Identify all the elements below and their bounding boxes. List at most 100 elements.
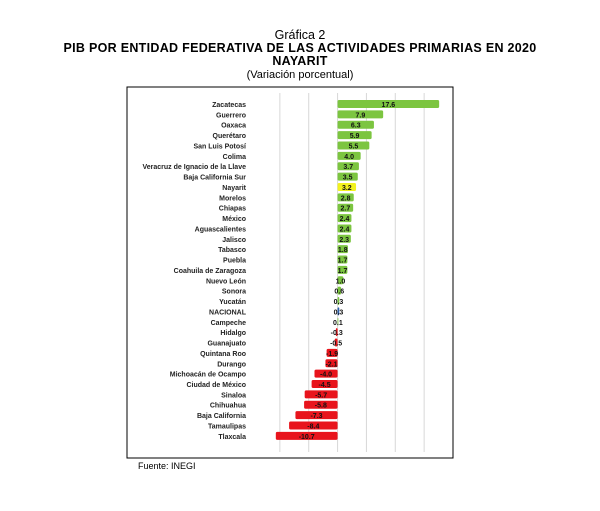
data-label: -5.7 — [315, 392, 327, 399]
category-label: Nuevo León — [206, 278, 246, 285]
data-label: 2.4 — [340, 226, 350, 233]
category-label: Michoacán de Ocampo — [170, 372, 246, 379]
data-label: 2.8 — [341, 195, 351, 202]
data-label: 0.3 — [334, 309, 344, 316]
bar — [337, 214, 352, 223]
category-label: Hidalgo — [220, 330, 246, 337]
chart-title: Gráfica 2 — [274, 28, 326, 42]
category-label: Puebla — [223, 258, 246, 265]
data-label: 1.8 — [338, 247, 348, 254]
category-label: Ciudad de México — [186, 382, 246, 389]
bar — [311, 379, 338, 388]
category-label: Campeche — [211, 320, 247, 327]
category-label: Jalisco — [222, 237, 246, 244]
bar — [337, 100, 440, 108]
category-label: Durango — [217, 361, 246, 368]
bar — [337, 297, 340, 306]
category-label: Yucatán — [219, 299, 246, 306]
category-label: Aguascalientes — [195, 226, 246, 233]
data-label: 1.7 — [338, 258, 348, 265]
data-label: -7.3 — [310, 413, 322, 420]
bar — [337, 151, 361, 160]
bar — [337, 276, 344, 285]
chart-frame — [126, 86, 454, 459]
category-label: Baja California — [197, 413, 246, 420]
bar — [337, 120, 374, 129]
data-label: 3.2 — [342, 185, 352, 192]
category-label: Tabasco — [218, 247, 246, 254]
bar — [335, 328, 338, 337]
bar — [337, 317, 339, 326]
category-label: Morelos — [219, 195, 246, 202]
data-label: 5.5 — [349, 143, 359, 150]
data-label: 3.5 — [343, 175, 353, 182]
bar — [337, 255, 348, 264]
data-label: 5.9 — [350, 133, 360, 140]
bar — [337, 307, 340, 316]
bar — [295, 411, 338, 420]
bar — [337, 141, 370, 150]
bar — [334, 338, 338, 347]
bar — [337, 162, 359, 171]
bar — [337, 172, 358, 181]
source-note: Fuente: INEGI — [138, 461, 196, 471]
category-label: Querétaro — [213, 133, 246, 140]
category-label: Quintana Roo — [200, 351, 246, 358]
data-label: 1.0 — [336, 278, 346, 285]
bar — [337, 234, 351, 243]
bar — [337, 286, 342, 295]
category-label: Tlaxcala — [218, 434, 246, 441]
chart-subtitle-state: NAYARIT — [272, 54, 328, 68]
data-label: -0.3 — [331, 330, 343, 337]
data-label: 1.7 — [338, 268, 348, 275]
data-label: -5.8 — [315, 403, 327, 410]
data-label: 0.1 — [333, 320, 343, 327]
category-label: Coahuila de Zaragoza — [174, 268, 246, 275]
category-label: San Luis Potosí — [193, 143, 247, 150]
category-label: México — [222, 216, 246, 223]
data-label: -1.9 — [326, 351, 338, 358]
category-label: Baja California Sur — [183, 175, 246, 182]
category-label: Chiapas — [219, 206, 246, 213]
bar — [304, 400, 338, 409]
bar — [337, 265, 348, 274]
category-label: Guanajuato — [207, 341, 246, 348]
bar — [337, 182, 357, 191]
category-label: Sonora — [222, 289, 246, 296]
bar — [325, 359, 338, 368]
bar — [289, 421, 338, 430]
chart-subtitle: PIB POR ENTIDAD FEDERATIVA DE LAS ACTIVI… — [63, 41, 537, 55]
category-label: Sinaloa — [221, 392, 246, 399]
category-label: Oaxaca — [221, 123, 246, 130]
data-label: 3.7 — [343, 164, 353, 171]
chart-note: (Variación porcentual) — [246, 69, 354, 81]
data-label: 0.3 — [334, 299, 344, 306]
category-label: Zacatecas — [212, 102, 246, 109]
data-label: 2.3 — [339, 237, 349, 244]
data-label: 0.6 — [334, 289, 344, 296]
category-label: Chihuahua — [210, 403, 246, 410]
data-label: -8.4 — [307, 423, 319, 430]
data-label: -10.7 — [299, 434, 315, 441]
bar — [275, 431, 338, 440]
data-label: -4.0 — [320, 372, 332, 379]
data-label: -2.1 — [325, 361, 337, 368]
bar — [337, 193, 354, 202]
bar — [337, 110, 384, 119]
bar — [337, 224, 352, 233]
bar — [337, 131, 372, 140]
category-label: NACIONAL — [209, 309, 247, 316]
bar — [326, 348, 338, 357]
category-label: Tamaulipas — [208, 423, 246, 430]
bar — [337, 203, 354, 212]
data-label: 7.9 — [356, 112, 366, 119]
category-label: Nayarit — [222, 185, 246, 192]
data-label: 2.4 — [340, 216, 350, 223]
category-label: Colima — [223, 154, 246, 161]
bar — [314, 369, 338, 378]
data-label: 4.0 — [344, 154, 354, 161]
data-label: 2.7 — [340, 206, 350, 213]
bar — [337, 245, 348, 254]
data-label: -0.5 — [330, 341, 342, 348]
